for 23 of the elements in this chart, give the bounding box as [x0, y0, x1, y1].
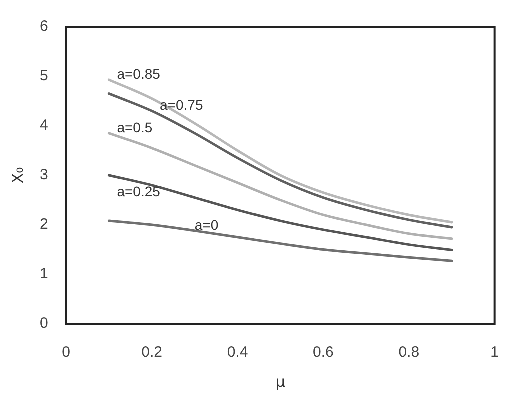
series-label: a=0.25 [117, 183, 161, 200]
x-axis-title: μ [276, 372, 286, 391]
series-label: a=0.5 [117, 119, 153, 136]
y-tick-label: 2 [40, 216, 48, 234]
y-tick-label: 4 [40, 117, 48, 134]
line-series [108, 220, 454, 262]
y-tick-label: 6 [40, 18, 48, 36]
x-tick-label: 0 [62, 344, 71, 362]
y-axis-title: X₀ [8, 167, 27, 184]
series-label: a=0.75 [160, 97, 204, 114]
series-label: a=0.85 [117, 66, 161, 82]
x-tick-label: 1 [490, 344, 499, 362]
y-tick-label: 3 [40, 166, 48, 184]
x-tick-label: 0.2 [142, 344, 162, 362]
x-tick-label: 0.4 [227, 344, 248, 362]
series-label: a=0 [194, 216, 219, 233]
line-series [108, 132, 454, 240]
x-tick-label: 0.8 [398, 344, 420, 362]
y-tick-label: 1 [40, 266, 48, 283]
y-tick-label: 0 [40, 315, 48, 332]
line-series [108, 174, 454, 252]
x-tick-label: 0.6 [313, 344, 334, 362]
y-tick-label: 5 [40, 68, 48, 85]
